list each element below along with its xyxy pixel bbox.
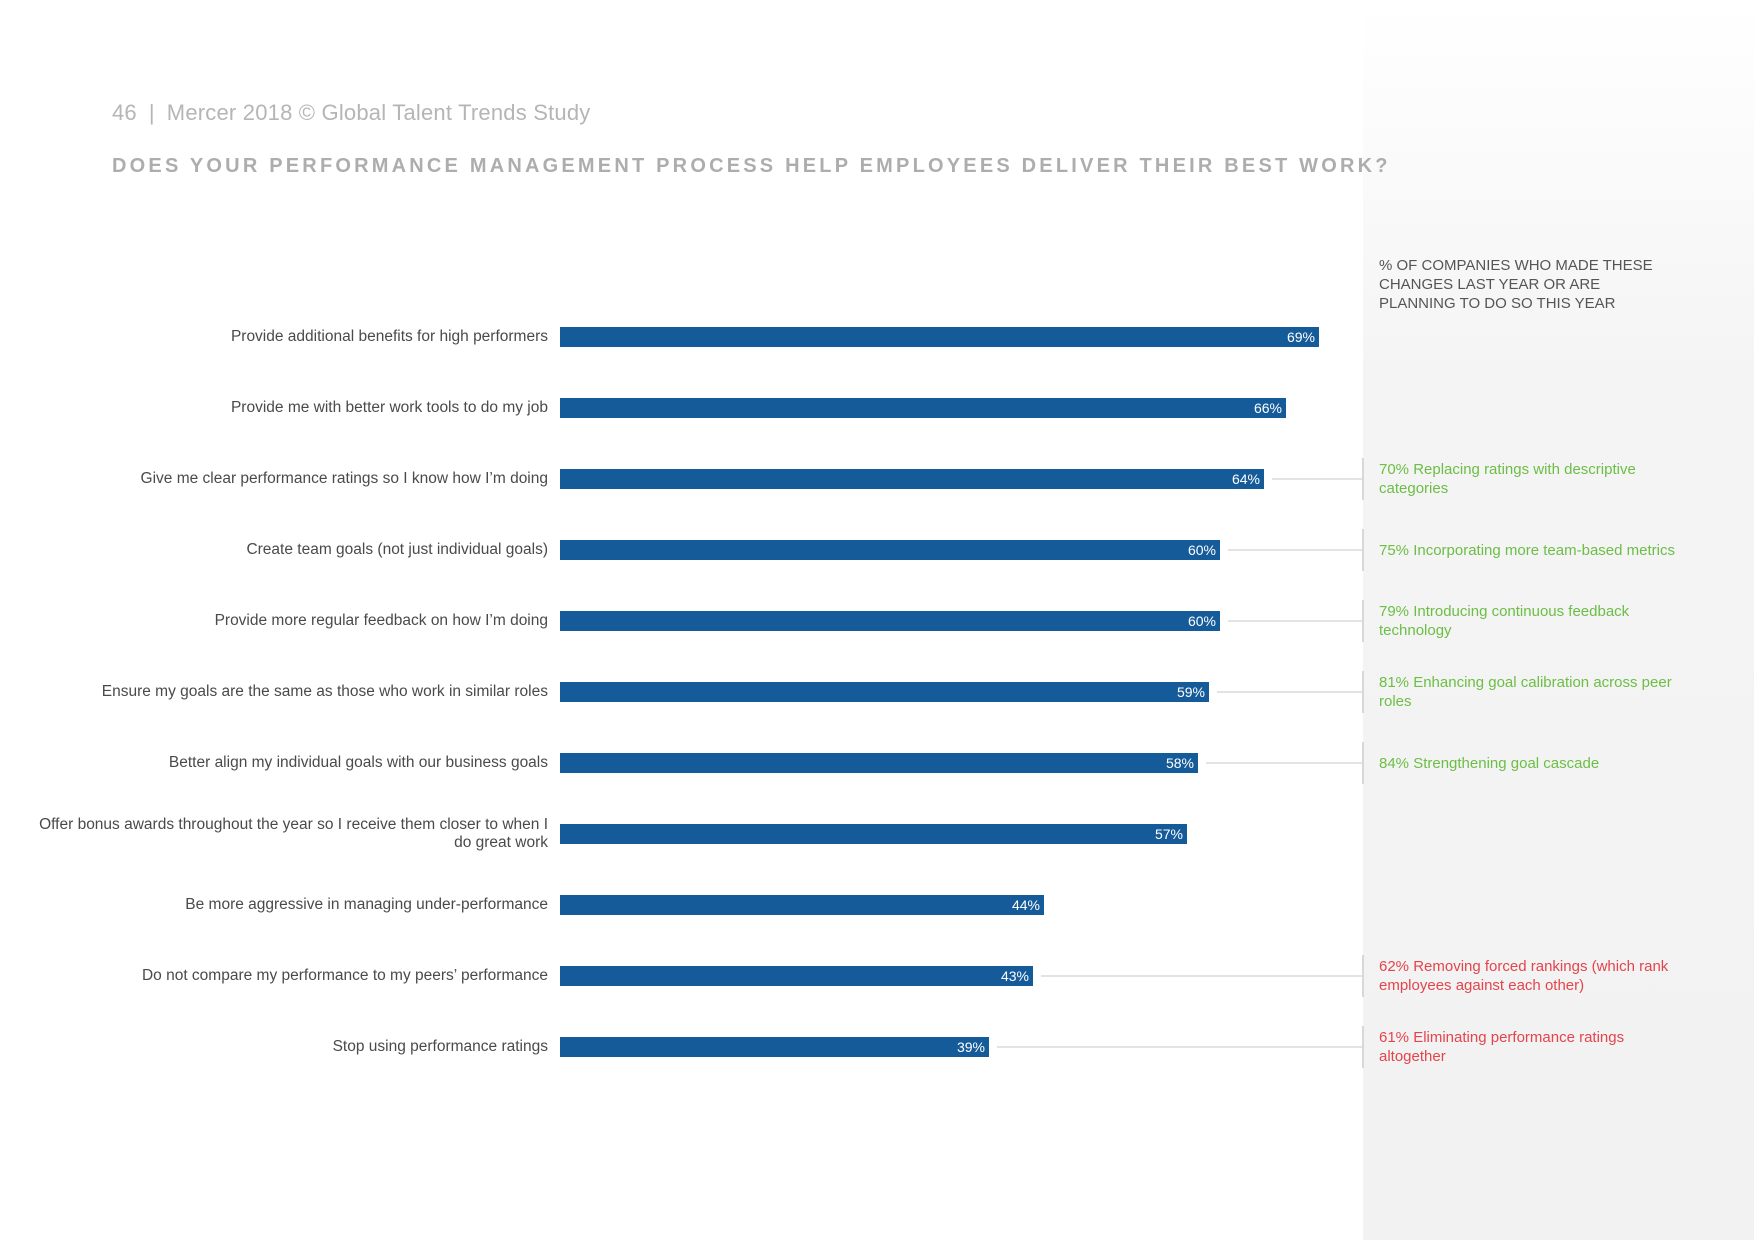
annotation-note: 61% Eliminating performance ratings alto… [1379,1029,1625,1065]
annotation-tick [1362,529,1364,571]
bar-value-label: 60% [1187,542,1216,558]
side-panel [1363,0,1754,1240]
bar: 57% [560,824,1187,844]
page-number: 46 [112,100,137,125]
bar-label: Do not compare my performance to my peer… [141,967,548,984]
annotation-tick [1362,1026,1364,1068]
annotation-tick [1362,671,1364,713]
bar: 39% [560,1037,989,1057]
bar: 59% [560,682,1209,702]
bar-value-label: 60% [1187,613,1216,629]
bar: 66% [560,398,1286,418]
bar-label: Give me clear performance ratings so I k… [140,470,548,487]
annotation-connector [1228,620,1363,622]
annotation-tick [1362,600,1364,642]
bar-value-label: 58% [1165,755,1194,771]
bar-value-label: 69% [1286,329,1315,345]
bar-label: Ensure my goals are the same as those wh… [101,683,548,700]
bar-label: Provide me with better work tools to do … [230,399,548,416]
page-header: 46 | Mercer 2018 © Global Talent Trends St… [112,100,591,126]
side-caption: % of companies who made these changes la… [1379,257,1653,312]
bar-value-label: 43% [1000,968,1029,984]
bar: 58% [560,753,1198,773]
bar-label: Provide more regular feedback on how I’m… [214,612,548,629]
annotation-connector [1217,691,1363,693]
annotation-connector [1206,762,1363,764]
annotation-connector [1228,549,1363,551]
bar-label: Offer bonus awards throughout the year s… [39,816,548,851]
bar: 64% [560,469,1264,489]
annotation-tick [1362,742,1364,784]
annotation-note: 62% Removing forced rankings (which rank… [1379,958,1669,994]
chart-title: DOES YOUR PERFORMANCE MANAGEMENT PROCESS… [112,155,1391,177]
bar-label: Create team goals (not just individual g… [246,541,548,558]
bar-label: Stop using performance ratings [332,1038,548,1055]
bar-value-label: 64% [1231,471,1260,487]
annotation-connector [1272,478,1363,480]
bar-label: Provide additional benefits for high per… [230,328,548,345]
annotation-note: 75% Incorporating more team-based metric… [1379,541,1675,559]
bar: 60% [560,611,1220,631]
bar: 44% [560,895,1044,915]
annotation-note: 79% Introducing continuous feedback tech… [1379,603,1630,639]
annotation-note: 81% Enhancing goal calibration across pe… [1379,674,1672,710]
bar-value-label: 44% [1011,897,1040,913]
bar: 60% [560,540,1220,560]
annotation-note: 70% Replacing ratings with descriptive c… [1379,461,1636,497]
annotation-connector [1041,975,1363,977]
bar-value-label: 57% [1154,826,1183,842]
annotation-tick [1362,955,1364,997]
publication-title: Mercer 2018 © Global Talent Trends Study [166,100,591,125]
header-separator: | [148,100,155,125]
bar-value-label: 39% [956,1039,985,1055]
annotation-note: 84% Strengthening goal cascade [1379,754,1600,772]
annotation-connector [997,1046,1363,1048]
bar-value-label: 59% [1176,684,1205,700]
bar: 43% [560,966,1033,986]
annotation-tick [1362,458,1364,500]
bar-label: Be more aggressive in managing under-per… [185,896,548,913]
bar: 69% [560,327,1319,347]
bar-value-label: 66% [1253,400,1282,416]
bar-label: Better align my individual goals with ou… [168,754,548,771]
